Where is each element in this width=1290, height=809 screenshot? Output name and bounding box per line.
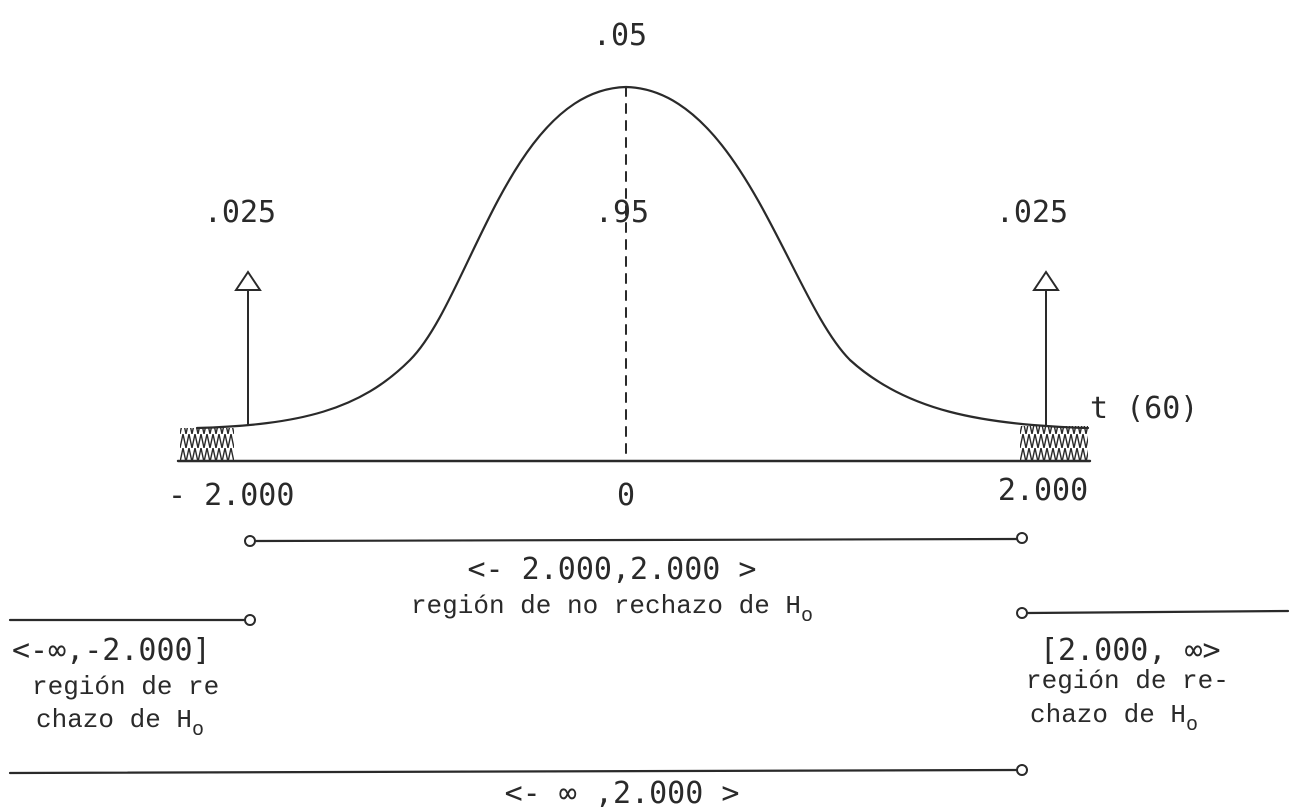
left-rejection-interval: <-∞,-2.000] [12, 633, 211, 668]
distribution-label: t (60) [1090, 391, 1198, 426]
left-rejection-interval-line [8, 614, 256, 626]
right-rejection-interval: [2.000, ∞> [1040, 633, 1221, 668]
left-rejection-shading [180, 428, 234, 460]
right-rejection-label-line1: región de re- [1026, 666, 1229, 696]
right-tail-area-label: .025 [996, 195, 1068, 230]
left-tail-arrow-head-icon [234, 270, 262, 291]
alpha-label: .05 [593, 18, 647, 53]
left-rejection-label-line1: región de re [32, 672, 219, 702]
non-rejection-interval-line [244, 532, 1028, 547]
left-rejection-label-line2: chazo de Ho [36, 705, 204, 742]
density-curve [195, 85, 1090, 430]
tick-label-left: - 2.000 [168, 478, 294, 513]
tick-label-right: 2.000 [998, 473, 1088, 508]
non-rejection-interval: <- 2.000,2.000 > [468, 552, 757, 587]
center-area-label: .95 [595, 195, 649, 230]
bottom-interval-line [8, 764, 1028, 776]
right-rejection-interval-line [1016, 607, 1290, 619]
tick-label-center: 0 [617, 478, 635, 513]
non-rejection-region-label: región de no rechazo de Ho [411, 591, 813, 628]
bottom-interval: <- ∞ ,2.000 > [505, 776, 740, 809]
right-tail-arrow-head-icon [1032, 270, 1060, 291]
right-rejection-label-line2: chazo de Ho [1030, 700, 1198, 737]
left-tail-area-label: .025 [204, 195, 276, 230]
right-rejection-shading [1020, 426, 1088, 460]
